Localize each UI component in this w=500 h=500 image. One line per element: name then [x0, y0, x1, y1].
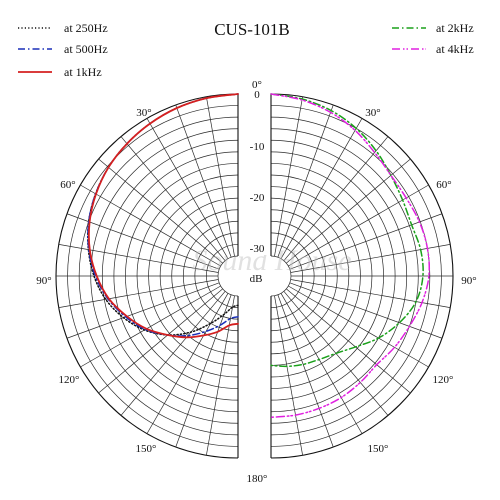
- grid-spoke: [277, 104, 334, 258]
- legend-left: at 250Hz at 500Hz at 1kHz: [18, 21, 108, 79]
- grid-spoke: [280, 118, 363, 259]
- legend-label-4khz: at 4kHz: [436, 42, 474, 56]
- angle-label-120-left: 120°: [59, 374, 80, 386]
- grid-spoke: [274, 96, 303, 257]
- series-layer: [87, 93, 431, 419]
- radial-tick-bg-0: [246, 88, 268, 101]
- grid-spoke: [290, 244, 451, 273]
- grid-spoke: [120, 136, 226, 261]
- grid-spoke: [286, 288, 411, 394]
- grid-spoke: [288, 184, 429, 267]
- grid-spoke: [66, 213, 220, 270]
- angle-label-60-left: 60°: [60, 179, 75, 191]
- grid-spoke: [80, 285, 221, 368]
- polar-grid-left: [55, 93, 239, 459]
- grid-spoke: [283, 136, 389, 261]
- grid-spoke: [175, 294, 232, 448]
- polar-grid-right: [270, 93, 454, 459]
- angle-label-120-right: 120°: [433, 374, 454, 386]
- grid-ring: [270, 255, 292, 297]
- grid-spoke: [206, 96, 235, 257]
- grid-spoke: [146, 293, 229, 434]
- grid-spoke: [146, 118, 229, 259]
- angle-label-180: 180°: [247, 473, 268, 485]
- angle-label-30-right: 30°: [365, 107, 380, 119]
- legend-label-2khz: at 2kHz: [436, 21, 474, 35]
- grid-spoke: [120, 291, 226, 416]
- radial-unit-label: dB: [250, 273, 263, 285]
- radial-tick-labels: 0 -10 -20 -30 dB: [244, 88, 270, 285]
- angle-label-30-left: 30°: [136, 107, 151, 119]
- series-line-at-4khz: [270, 93, 431, 419]
- grid-spoke: [288, 285, 429, 368]
- grid-spoke: [80, 184, 221, 267]
- grid-spoke: [290, 279, 451, 308]
- angle-label-90-left: 90°: [36, 275, 51, 287]
- series-line-at-2khz: [270, 93, 424, 368]
- grid-spoke: [289, 213, 443, 270]
- grid-spoke: [289, 282, 443, 339]
- legend-label-500hz: at 500Hz: [64, 42, 108, 56]
- grid-spoke: [274, 295, 303, 456]
- angle-label-90-right: 90°: [461, 275, 476, 287]
- watermark-text: Sound House: [192, 244, 351, 277]
- grid-spoke: [286, 158, 411, 264]
- grid-spoke: [66, 282, 220, 339]
- legend-label-1khz: at 1kHz: [64, 65, 102, 79]
- grid-spoke: [58, 244, 219, 273]
- radial-tick-20: -20: [250, 192, 265, 204]
- radial-tick-10: -10: [250, 141, 265, 153]
- grid-spoke: [277, 294, 334, 448]
- radial-tick-0: 0: [254, 89, 260, 101]
- grid-ring: [217, 255, 239, 297]
- grid-spoke: [280, 293, 363, 434]
- chart-title: CUS-101B: [214, 20, 290, 39]
- radial-tick-bg-20: [244, 191, 270, 204]
- angle-labels: 0° 30° 30° 60° 60° 90° 90° 120° 120° 150…: [36, 79, 476, 485]
- grid-spoke: [206, 295, 235, 456]
- angle-label-150-left: 150°: [136, 443, 157, 455]
- grid-spoke: [58, 279, 219, 308]
- radial-tick-30: -30: [250, 243, 265, 255]
- legend-right: at 2kHz at 4kHz: [392, 21, 474, 56]
- grid-spoke: [98, 158, 223, 264]
- legend-label-250hz: at 250Hz: [64, 21, 108, 35]
- angle-label-150-right: 150°: [368, 443, 389, 455]
- series-line-at-1khz: [87, 93, 239, 339]
- radial-tick-bg-30: [244, 242, 270, 255]
- angle-label-60-right: 60°: [436, 179, 451, 191]
- angle-label-0: 0°: [252, 79, 262, 91]
- radial-tick-bg-10: [244, 140, 270, 153]
- grid-spoke: [98, 288, 223, 394]
- grid-spoke: [175, 104, 232, 258]
- series-line-at-250hz: [87, 93, 239, 336]
